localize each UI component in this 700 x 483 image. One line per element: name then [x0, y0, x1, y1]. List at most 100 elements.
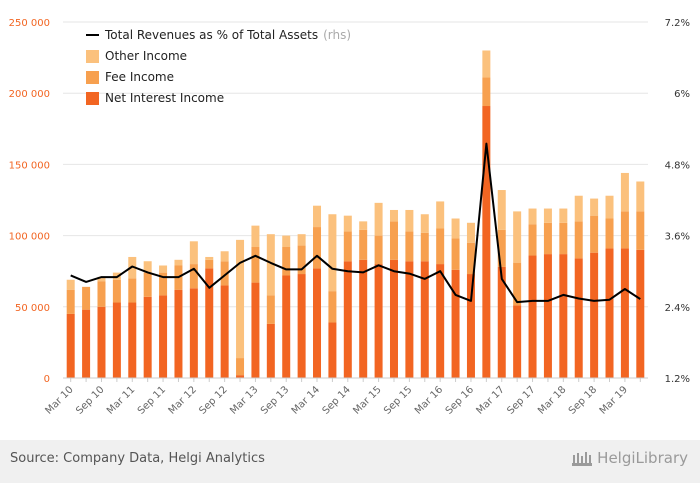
bar-fee-income [405, 231, 414, 262]
bar-net-interest-income [574, 258, 583, 378]
bar-other-income [528, 208, 537, 225]
bar-net-interest-income [66, 313, 75, 378]
x-tick-label: Sep 13 [259, 384, 291, 416]
bar-other-income [636, 181, 645, 212]
bar-fee-income [251, 246, 260, 283]
x-tick-label: Mar 19 [598, 384, 630, 416]
bar-other-income [513, 211, 522, 263]
bar-net-interest-income [266, 323, 275, 378]
bar-net-interest-income [112, 302, 121, 378]
y-right-tick-label: 7.2% [665, 18, 690, 29]
bar-net-interest-income [466, 274, 475, 378]
y-left-tick-label: 250 000 [9, 18, 50, 29]
x-tick-label: Sep 17 [505, 384, 537, 416]
bar-other-income [236, 239, 245, 359]
x-tick-label: Mar 15 [351, 384, 383, 416]
bar-fee-income [574, 221, 583, 259]
legend-label: Net Interest Income [105, 91, 224, 105]
bar-other-income [205, 256, 214, 260]
y-left-tick-label: 150 000 [9, 160, 50, 171]
legend-label: Other Income [105, 49, 187, 63]
helgi-library-logo: HelgiLibrary [571, 449, 688, 467]
bar-other-income [251, 225, 260, 247]
bar-fee-income [528, 224, 537, 256]
bar-fee-income [205, 259, 214, 269]
x-tick-label: Mar 11 [105, 384, 137, 416]
x-tick-label: Sep 12 [197, 384, 229, 416]
y-right-tick-label: 2.4% [665, 303, 690, 314]
bar-other-income [466, 222, 475, 243]
bar-fee-income [266, 295, 275, 324]
bar-fee-income [605, 218, 614, 249]
bar-net-interest-income [528, 255, 537, 378]
bar-fee-income [97, 281, 106, 307]
bar-fee-income [112, 279, 121, 303]
bar-net-interest-income [189, 288, 198, 378]
bar-other-income [359, 221, 368, 230]
footer: Source: Company Data, Helgi Analytics He… [0, 440, 700, 483]
bar-other-income [343, 215, 352, 232]
bar-net-interest-income [97, 306, 106, 378]
bar-fee-income [220, 261, 229, 286]
bar-other-income [389, 209, 398, 222]
bar-other-income [328, 214, 337, 292]
bar-fee-income [374, 235, 383, 265]
legend-label: Total Revenues as % of Total Assets [104, 28, 318, 42]
bar-fee-income [389, 221, 398, 260]
bar-other-income [590, 198, 599, 216]
bar-fee-income [66, 289, 75, 314]
y-right-tick-label: 4.8% [665, 160, 690, 171]
x-tick-label: Sep 11 [136, 384, 168, 416]
bar-net-interest-income [359, 259, 368, 378]
bar-other-income [451, 218, 460, 239]
bar-other-income [436, 201, 445, 229]
bar-fee-income [189, 264, 198, 289]
bar-other-income [574, 195, 583, 222]
bar-other-income [97, 276, 106, 282]
bar-fee-income [436, 228, 445, 265]
bar-net-interest-income [543, 254, 552, 378]
bar-other-income [266, 234, 275, 296]
legend-swatch [86, 50, 99, 63]
bar-net-interest-income [389, 259, 398, 378]
bar-net-interest-income [559, 254, 568, 378]
source-note: Source: Company Data, Helgi Analytics [10, 451, 265, 466]
bar-net-interest-income [513, 305, 522, 378]
y-left-tick-label: 50 000 [15, 303, 50, 314]
legend-suffix: (rhs) [323, 28, 351, 42]
logo-text: HelgiLibrary [597, 449, 688, 467]
bar-net-interest-income [297, 274, 306, 378]
bar-other-income [313, 205, 322, 228]
y-right-tick-label: 1.2% [665, 374, 690, 385]
bar-fee-income [143, 272, 152, 297]
bar-fee-income [451, 238, 460, 270]
bar-net-interest-income [143, 296, 152, 378]
chart: 0 50 000 100 000 150 000 200 000 250 000 1.2% 2… [9, 18, 690, 417]
bar-net-interest-income [313, 268, 322, 378]
line-total-revenues-pct-assets [70, 142, 641, 304]
bar-net-interest-income [420, 261, 429, 378]
x-tick-label: Sep 15 [382, 384, 414, 416]
bar-other-income [174, 259, 183, 266]
bar-other-income [189, 241, 198, 265]
y-left-tick-label: 0 [44, 374, 50, 385]
x-tick-label: Mar 17 [474, 384, 506, 416]
bar-fee-income [343, 231, 352, 262]
bar-net-interest-income [605, 248, 614, 378]
legend-swatch [86, 92, 99, 105]
library-icon [572, 452, 593, 466]
bar-fee-income [159, 272, 168, 296]
bar-net-interest-income [482, 106, 491, 379]
bar-fee-income [313, 227, 322, 269]
bar-net-interest-income [374, 264, 383, 378]
bar-other-income [497, 190, 506, 230]
bar-net-interest-income [620, 248, 629, 378]
bar-net-interest-income [328, 322, 337, 378]
bar-fee-income [620, 211, 629, 249]
y-left-tick-label: 100 000 [9, 232, 50, 243]
bar-other-income [620, 172, 629, 212]
bar-net-interest-income [236, 375, 245, 378]
bar-net-interest-income [205, 268, 214, 378]
bar-net-interest-income [451, 269, 460, 378]
bar-other-income [543, 208, 552, 223]
